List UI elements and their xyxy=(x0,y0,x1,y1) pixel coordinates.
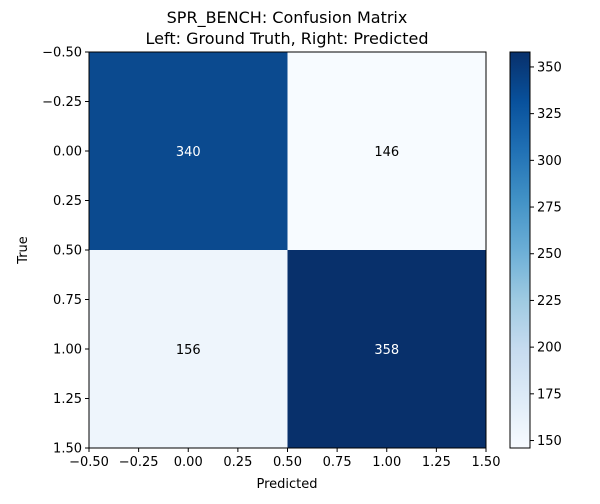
y-axis-ticks: −0.50 −0.25 0.00 0.25 0.50 0.75 1.00 1.25 1.50 xyxy=(42,46,89,457)
cell-value-1-0: 156 xyxy=(176,343,201,358)
x-tick-label: 1.25 xyxy=(422,455,451,470)
colorbar-tick-label: 300 xyxy=(537,154,562,169)
cell-value-0-0: 340 xyxy=(176,145,201,160)
y-tick-label: 0.00 xyxy=(53,145,82,160)
cell-value-0-1: 146 xyxy=(374,145,399,160)
y-tick-label: 1.50 xyxy=(53,442,82,457)
y-tick-label: 1.00 xyxy=(53,343,82,358)
y-tick-label: −0.25 xyxy=(42,95,82,110)
y-tick-label: 1.25 xyxy=(53,392,82,407)
x-tick-label: 0.00 xyxy=(174,455,203,470)
heatmap-cell-1-0 xyxy=(89,250,288,448)
cell-value-1-1: 358 xyxy=(374,343,399,358)
heatmap-cell-1-1 xyxy=(287,250,486,448)
x-tick-label: 0.25 xyxy=(223,455,252,470)
colorbar-tick-label: 225 xyxy=(537,294,562,309)
heatmap-cells xyxy=(89,52,486,448)
y-tick-label: 0.50 xyxy=(53,244,82,259)
y-tick-label: 0.75 xyxy=(53,293,82,308)
x-tick-label: 1.50 xyxy=(472,455,501,470)
colorbar-tick-label: 175 xyxy=(537,387,562,402)
colorbar-tick-label: 350 xyxy=(537,60,562,75)
x-tick-label: 1.00 xyxy=(372,455,401,470)
heatmap-cell-labels: 340 146 156 358 xyxy=(176,145,399,358)
colorbar-tick-label: 250 xyxy=(537,247,562,262)
chart-subtitle: Left: Ground Truth, Right: Predicted xyxy=(146,29,429,48)
colorbar-tick-label: 275 xyxy=(537,201,562,216)
y-axis-label: True xyxy=(16,236,31,265)
y-tick-label: −0.50 xyxy=(42,46,82,61)
colorbar-ticks: 150 175 200 225 250 275 300 325 350 xyxy=(530,60,562,449)
colorbar xyxy=(509,51,531,449)
y-tick-label: 0.25 xyxy=(53,194,82,209)
x-tick-label: −0.25 xyxy=(119,455,159,470)
x-axis-ticks: −0.50 −0.25 0.00 0.25 0.50 0.75 1.00 1.25 1.50 xyxy=(69,448,500,470)
heatmap-cell-0-1 xyxy=(287,52,486,250)
x-tick-label: 0.50 xyxy=(273,455,302,470)
colorbar-tick-label: 325 xyxy=(537,107,562,122)
x-axis-label: Predicted xyxy=(256,477,317,492)
colorbar-tick-label: 150 xyxy=(537,434,562,449)
chart-title: SPR_BENCH: Confusion Matrix xyxy=(167,8,408,28)
heatmap-cell-0-0 xyxy=(89,52,288,250)
x-tick-label: −0.50 xyxy=(69,455,109,470)
x-tick-label: 0.75 xyxy=(323,455,352,470)
colorbar-tick-label: 200 xyxy=(537,341,562,356)
